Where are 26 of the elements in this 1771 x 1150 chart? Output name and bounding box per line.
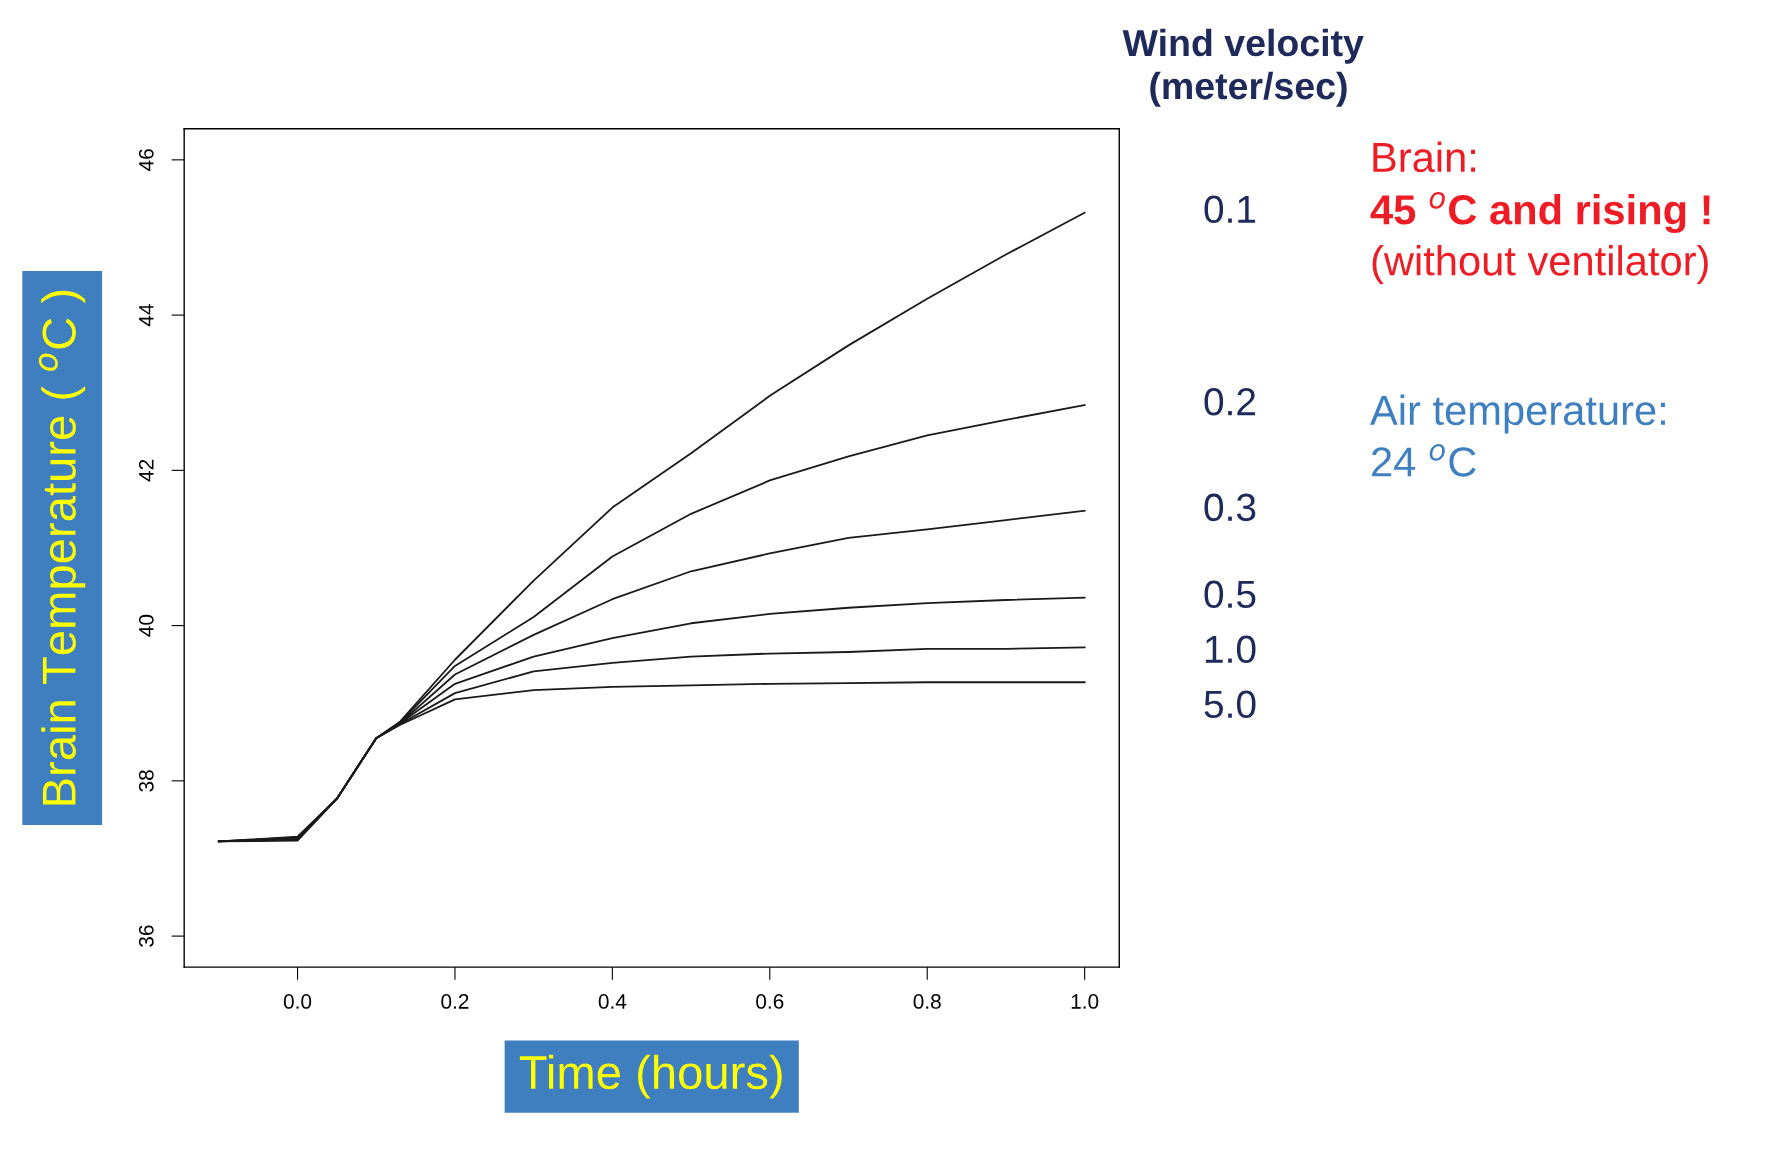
- x-tick-label: 0.0: [283, 994, 312, 1009]
- text: (without ventilator): [1372, 245, 1708, 284]
- text: Air temperature:: [1370, 394, 1665, 434]
- text: 45 $^{o}$C and rising !: [1370, 191, 1710, 234]
- text: 1.0: [1205, 635, 1256, 664]
- y-tick-label: 40: [138, 614, 154, 637]
- y-tick-label: 44: [139, 304, 154, 327]
- x-tick-label: 0.2: [441, 994, 469, 1009]
- text: 0.1: [1204, 195, 1256, 224]
- text: 24 $^{o}$C: [1372, 444, 1476, 477]
- y-tick-label: 36: [138, 925, 154, 947]
- y-tick-label: 42: [138, 459, 154, 482]
- x-tick-label: 0.6: [756, 994, 784, 1009]
- x-tick-label: 0.4: [598, 994, 627, 1009]
- text: 0.2: [1204, 388, 1256, 416]
- y-axis-title: Brain Temperature ( $^{o}$C ): [38, 290, 86, 805]
- x-tick-label: 0.8: [913, 994, 941, 1009]
- text: Brain:: [1373, 141, 1476, 173]
- x-axis-title: Time (hours): [519, 1054, 782, 1099]
- y-tick-label: 46: [138, 149, 154, 171]
- legend-title: Wind velocity (meter/sec): [1122, 28, 1364, 107]
- text: 0.3: [1204, 493, 1256, 522]
- x-tick-label: 1.0: [1071, 994, 1099, 1009]
- y-tick-label: 38: [138, 770, 154, 792]
- text: 0.5: [1204, 580, 1256, 609]
- text: 5.0: [1204, 690, 1256, 719]
